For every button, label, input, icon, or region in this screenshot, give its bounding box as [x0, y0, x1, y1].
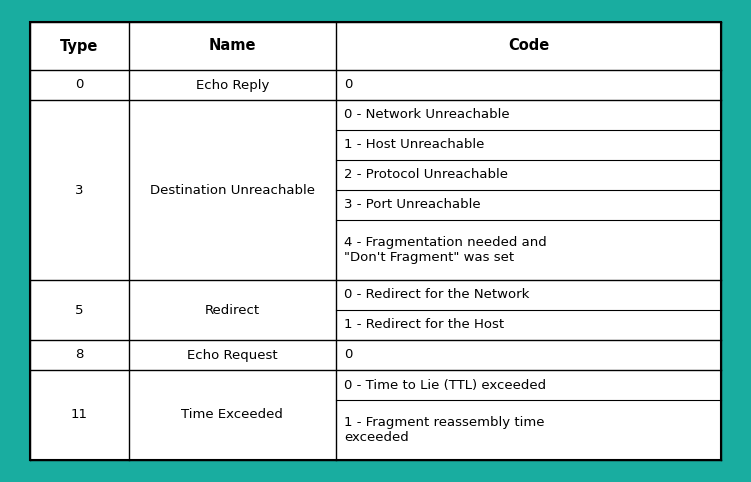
Text: Echo Reply: Echo Reply: [196, 79, 269, 92]
Text: 4 - Fragmentation needed and
"Don't Fragment" was set: 4 - Fragmentation needed and "Don't Frag…: [344, 236, 547, 264]
Text: 0: 0: [75, 79, 83, 92]
Text: 5: 5: [75, 304, 83, 317]
Text: 0 - Time to Lie (TTL) exceeded: 0 - Time to Lie (TTL) exceeded: [344, 378, 546, 391]
Text: 1 - Redirect for the Host: 1 - Redirect for the Host: [344, 319, 504, 332]
Text: 0: 0: [344, 348, 352, 362]
Text: Name: Name: [209, 39, 256, 54]
Text: Code: Code: [508, 39, 549, 54]
Text: 2 - Protocol Unreachable: 2 - Protocol Unreachable: [344, 169, 508, 182]
Text: 8: 8: [75, 348, 83, 362]
Text: 11: 11: [71, 409, 88, 421]
Text: Time Exceeded: Time Exceeded: [182, 409, 283, 421]
Text: 1 - Fragment reassembly time
exceeded: 1 - Fragment reassembly time exceeded: [344, 416, 544, 444]
Text: Redirect: Redirect: [205, 304, 260, 317]
Text: 3 - Port Unreachable: 3 - Port Unreachable: [344, 199, 481, 212]
Text: 0 - Network Unreachable: 0 - Network Unreachable: [344, 108, 510, 121]
Text: 0: 0: [344, 79, 352, 92]
Text: 3: 3: [75, 184, 83, 197]
Text: 1 - Host Unreachable: 1 - Host Unreachable: [344, 138, 484, 151]
Text: 0 - Redirect for the Network: 0 - Redirect for the Network: [344, 289, 529, 302]
Text: Type: Type: [60, 39, 98, 54]
Text: Echo Request: Echo Request: [187, 348, 278, 362]
Text: Destination Unreachable: Destination Unreachable: [150, 184, 315, 197]
